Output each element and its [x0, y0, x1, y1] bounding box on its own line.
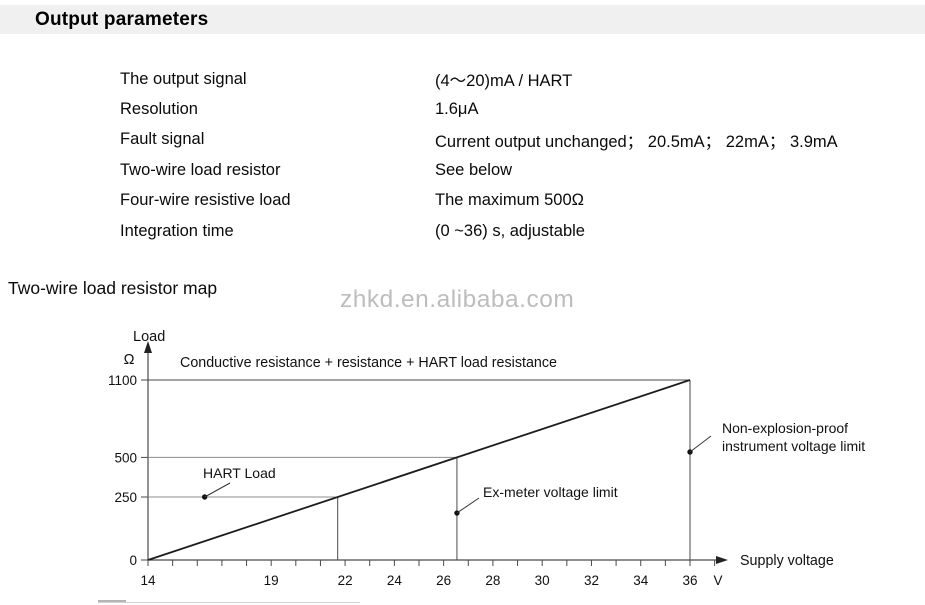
parameter-label: Two-wire load resistor — [120, 161, 435, 180]
parameter-value: 1.6μA — [435, 100, 478, 119]
parameter-row: Two-wire load resistorSee below — [120, 155, 910, 185]
x-tick-label: 30 — [535, 573, 550, 588]
y-tick-label: 1100 — [108, 373, 137, 388]
x-axis-unit: V — [713, 573, 722, 588]
y-tick-label: 500 — [114, 450, 137, 465]
y-tick-label: 250 — [114, 490, 137, 505]
chart-section-title: Two-wire load resistor map — [8, 278, 217, 299]
page-crop-artifact — [98, 602, 360, 603]
y-axis-unit: Ω — [124, 352, 135, 368]
x-tick-label: 32 — [584, 573, 599, 588]
top-annotation: Conductive resistance + resistance + HAR… — [180, 355, 557, 371]
parameter-value: (0 ~36) s, adjustable — [435, 222, 585, 241]
parameter-row: Fault signalCurrent output unchanged； 20… — [120, 125, 910, 155]
annotation-leader — [457, 498, 479, 513]
annotation-leader — [690, 436, 711, 452]
parameter-label: Integration time — [120, 222, 435, 241]
parameter-label: Fault signal — [120, 130, 435, 149]
x-axis-arrow-icon — [716, 556, 728, 564]
x-axis-title: Supply voltage — [740, 553, 834, 569]
section-header-bar: Output parameters — [0, 5, 925, 34]
x-tick-label: 14 — [140, 573, 156, 588]
parameter-value: The maximum 500Ω — [435, 191, 584, 210]
annotation-label: Ex-meter voltage limit — [483, 484, 618, 500]
x-tick-label: 34 — [633, 573, 649, 588]
annotation-label: instrument voltage limit — [722, 438, 865, 454]
parameter-label: Four-wire resistive load — [120, 191, 435, 210]
parameter-row: Four-wire resistive loadThe maximum 500Ω — [120, 186, 910, 216]
annotation-label: Non-explosion-proof — [722, 420, 848, 436]
parameter-label: The output signal — [120, 70, 435, 89]
parameter-value: See below — [435, 161, 512, 180]
parameter-row: The output signal(4～20)mA / HART — [120, 64, 910, 94]
annotation-leader — [205, 483, 230, 497]
parameter-value: (4～20)mA / HART — [435, 67, 572, 91]
y-axis-title: Load — [133, 329, 165, 345]
x-tick-label: 19 — [264, 573, 279, 588]
y-tick-label: 0 — [129, 553, 137, 568]
watermark-text: zhkd.en.alibaba.com — [340, 286, 574, 314]
x-tick-label: 24 — [387, 573, 403, 588]
parameter-row: Resolution1.6μA — [120, 94, 910, 124]
parameter-value: Current output unchanged； 20.5mA； 22mA； … — [435, 128, 838, 152]
load-chart: 0 250 500 1100 14 19 22 24 26 28 30 32 34 36 V Load Ω Sup… — [0, 325, 925, 605]
annotation-label: HART Load — [203, 465, 276, 481]
parameters-list: The output signal(4～20)mA / HARTResoluti… — [120, 64, 910, 246]
x-tick-label: 28 — [485, 573, 500, 588]
x-tick-label: 22 — [338, 573, 353, 588]
x-tick-label: 26 — [436, 573, 451, 588]
x-tick-label: 36 — [682, 573, 697, 588]
parameter-label: Resolution — [120, 100, 435, 119]
page-title: Output parameters — [0, 5, 925, 34]
parameter-row: Integration time(0 ~36) s, adjustable — [120, 216, 910, 246]
datasheet-page: Output parameters The output signal(4～20… — [0, 0, 925, 605]
